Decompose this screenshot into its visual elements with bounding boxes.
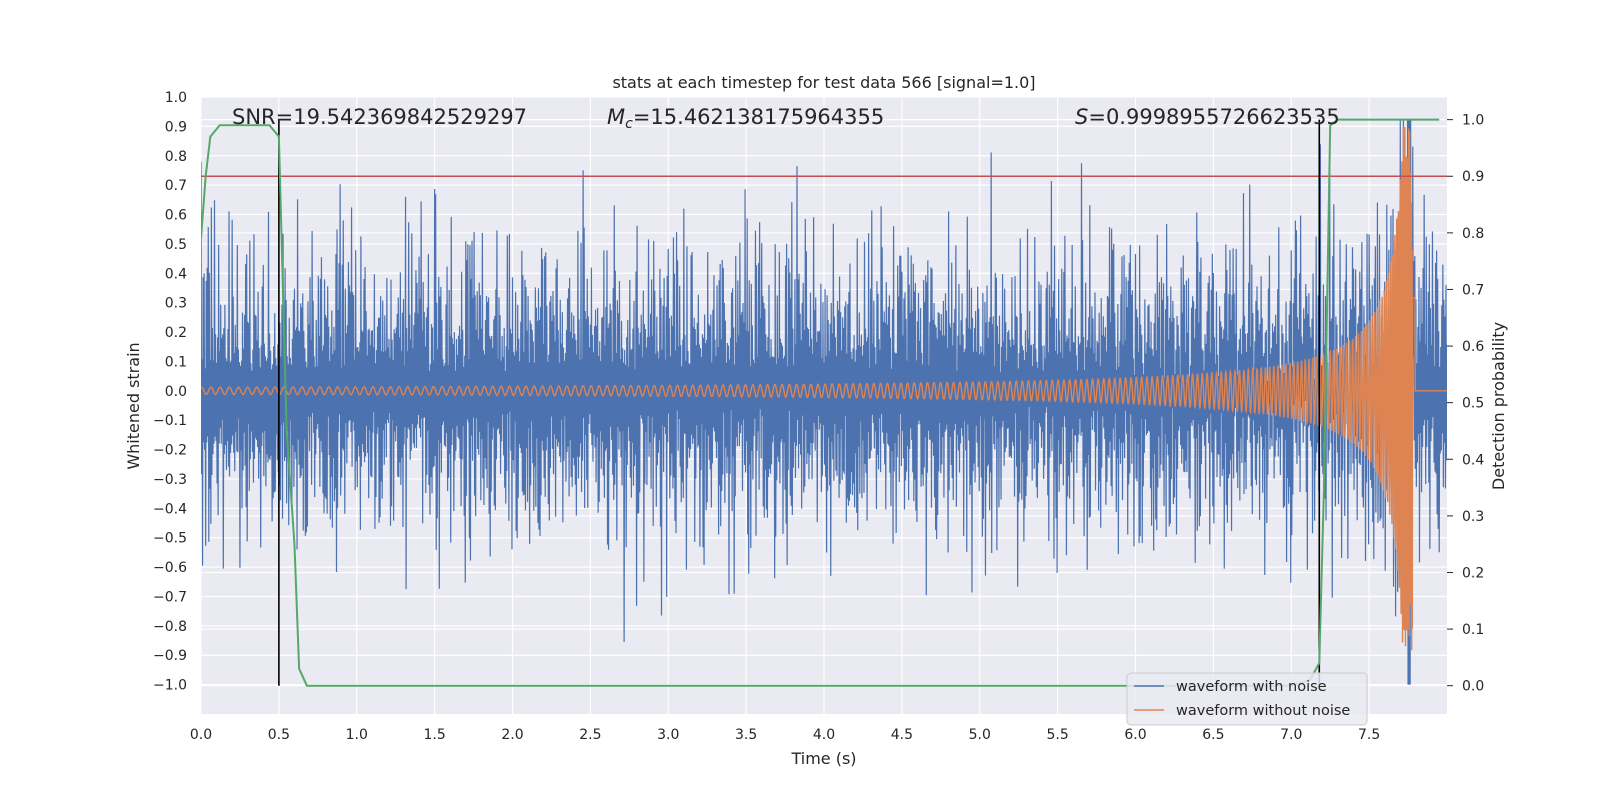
y-tick-label: −0.8	[153, 619, 187, 635]
y-tick-label: 0.3	[165, 296, 187, 312]
y-tick-label: −0.9	[153, 648, 187, 664]
y2-tick-label: 0.6	[1462, 339, 1484, 355]
x-tick-label: 0.0	[190, 727, 212, 743]
x-tick-label: 2.0	[501, 727, 523, 743]
series-line-detection-probability	[201, 118, 1440, 687]
y2-axis-ticks: 1.0 0.9 0.8 0.7 0.6 0.5 0.4 0.3 0.2 0.1 0.0	[1447, 113, 1484, 695]
chirp-mass-annotation: Mc=15.462138175964355	[607, 105, 884, 132]
y-tick-label: 0.5	[165, 237, 187, 253]
y-tick-label: 0.8	[165, 149, 187, 165]
x-tick-label: 2.5	[579, 727, 601, 743]
x-tick-label: 1.5	[423, 727, 445, 743]
y2-tick-label: 1.0	[1462, 113, 1484, 129]
x-tick-label: 1.0	[346, 727, 368, 743]
s-value: =0.9998955726623535	[1088, 105, 1339, 129]
chirp-mass-value: =15.462138175964355	[633, 105, 884, 129]
x-tick-label: 7.0	[1280, 727, 1302, 743]
y-axis-label: Whitened strain	[124, 342, 143, 469]
series-line-waveform-with-noise	[201, 120, 1447, 685]
y2-tick-label: 0.2	[1462, 565, 1484, 581]
chirp-mass-subscript: c	[625, 116, 633, 132]
y-tick-label: 0.0	[165, 384, 187, 400]
y-tick-label: 0.6	[165, 208, 187, 224]
y-tick-label: −1.0	[153, 678, 187, 694]
y-tick-label: 0.7	[165, 178, 187, 194]
x-tick-label: 4.5	[891, 727, 913, 743]
y-axis-ticks: 1.0 0.9 0.8 0.7 0.6 0.5 0.4 0.3 0.2 0.1 0.0 −0.1 −0.…	[153, 90, 187, 694]
data-layer	[201, 118, 1447, 687]
s-symbol: S	[1075, 105, 1088, 129]
x-tick-label: 6.0	[1124, 727, 1146, 743]
y-tick-label: −0.7	[153, 589, 187, 605]
y2-tick-label: 0.1	[1462, 622, 1484, 638]
s-annotation: S=0.9998955726623535	[1075, 105, 1340, 129]
y-tick-label: 0.1	[165, 354, 187, 370]
legend-label-waveform-without-noise: waveform without noise	[1176, 703, 1350, 719]
y2-tick-label: 0.8	[1462, 226, 1484, 242]
legend-box	[1126, 672, 1368, 726]
legend-label-waveform-with-noise: waveform with noise	[1176, 679, 1327, 695]
y-tick-label: −0.5	[153, 531, 187, 547]
series-line-waveform-without-noise	[201, 126, 1447, 651]
y-tick-label: −0.1	[153, 413, 187, 429]
chirp-mass-symbol: M	[607, 105, 625, 129]
snr-annotation: SNR=19.542369842529297	[232, 105, 527, 129]
x-tick-label: 0.5	[268, 727, 290, 743]
x-axis-label: Time (s)	[790, 749, 856, 768]
y-tick-label: −0.3	[153, 472, 187, 488]
x-tick-label: 5.0	[969, 727, 991, 743]
x-tick-label: 3.0	[657, 727, 679, 743]
x-tick-label: 4.0	[813, 727, 835, 743]
y-tick-label: −0.4	[153, 501, 187, 517]
y2-tick-label: 0.5	[1462, 396, 1484, 412]
y-tick-label: 1.0	[165, 90, 187, 106]
y2-tick-label: 0.7	[1462, 282, 1484, 298]
y-tick-label: −0.2	[153, 443, 187, 459]
y2-axis-label: Detection probability	[1489, 322, 1508, 490]
legend: waveform with noise waveform without noi…	[1126, 672, 1368, 726]
y2-tick-label: 0.9	[1462, 169, 1484, 185]
chart-title: stats at each timestep for test data 566…	[612, 73, 1035, 92]
x-tick-label: 6.5	[1202, 727, 1224, 743]
y2-tick-label: 0.3	[1462, 509, 1484, 525]
x-axis-ticks: 0.0 0.5 1.0 1.5 2.0 2.5 3.0 3.5 4.0 4.5 5.0 5.5 6.0 6…	[190, 727, 1380, 743]
y-tick-label: −0.6	[153, 560, 187, 576]
x-tick-label: 3.5	[735, 727, 757, 743]
y-tick-label: 0.4	[165, 266, 187, 282]
x-tick-label: 7.5	[1358, 727, 1380, 743]
y-tick-label: 0.9	[165, 119, 187, 135]
x-tick-label: 5.5	[1046, 727, 1068, 743]
y2-tick-label: 0.0	[1462, 679, 1484, 695]
y2-tick-label: 0.4	[1462, 452, 1484, 468]
y-tick-label: 0.2	[165, 325, 187, 341]
